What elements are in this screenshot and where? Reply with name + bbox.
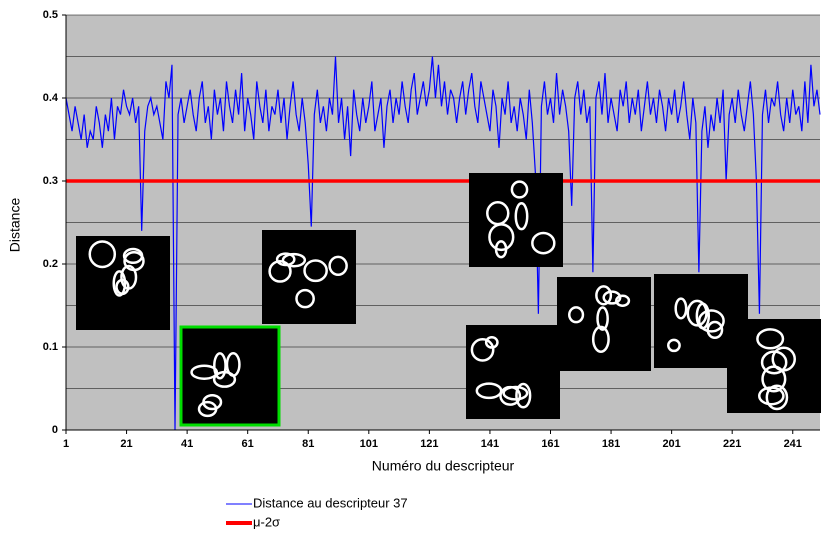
inset-image bbox=[262, 230, 356, 324]
x-tick-label: 1 bbox=[63, 438, 69, 450]
y-tick-label: 0.2 bbox=[43, 258, 58, 270]
y-axis-title: Distance bbox=[7, 198, 23, 253]
x-tick-label: 161 bbox=[541, 438, 559, 450]
y-tick-label: 0.1 bbox=[43, 341, 58, 353]
x-tick-label: 201 bbox=[662, 438, 680, 450]
y-tick-label: 0 bbox=[52, 424, 58, 436]
x-tick-label: 61 bbox=[242, 438, 254, 450]
y-tick-label: 0.3 bbox=[43, 175, 58, 187]
y-tick-label: 0.5 bbox=[43, 9, 58, 21]
y-tick-label: 0.4 bbox=[43, 92, 59, 104]
x-tick-label: 121 bbox=[420, 438, 438, 450]
chart: Distance Numéro du descripteur Distance … bbox=[0, 0, 821, 536]
x-tick-label: 41 bbox=[181, 438, 193, 450]
legend-label: Distance au descripteur 37 bbox=[253, 495, 408, 510]
legend-label: μ-2σ bbox=[253, 514, 280, 529]
x-tick-label: 81 bbox=[302, 438, 314, 450]
x-tick-label: 221 bbox=[723, 438, 741, 450]
x-tick-label: 141 bbox=[481, 438, 499, 450]
x-tick-label: 181 bbox=[602, 438, 620, 450]
x-tick-label: 241 bbox=[784, 438, 802, 450]
x-axis-title: Numéro du descripteur bbox=[372, 458, 515, 474]
x-tick-label: 101 bbox=[360, 438, 378, 450]
x-tick-label: 21 bbox=[120, 438, 132, 450]
inset-image bbox=[557, 277, 651, 371]
